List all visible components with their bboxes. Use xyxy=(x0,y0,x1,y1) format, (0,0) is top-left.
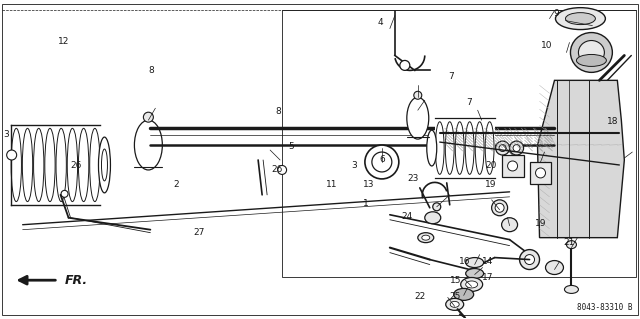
Ellipse shape xyxy=(414,91,422,99)
Text: 18: 18 xyxy=(607,117,618,126)
Ellipse shape xyxy=(564,286,579,293)
Text: 20: 20 xyxy=(486,161,497,170)
Text: 8043-83310 B: 8043-83310 B xyxy=(577,303,633,312)
Ellipse shape xyxy=(372,152,392,172)
Ellipse shape xyxy=(61,190,68,197)
Bar xyxy=(502,155,524,177)
Ellipse shape xyxy=(143,112,154,122)
Text: 19: 19 xyxy=(484,181,496,189)
Ellipse shape xyxy=(502,218,518,232)
Text: 19: 19 xyxy=(534,219,546,227)
Text: 8: 8 xyxy=(276,108,282,116)
Ellipse shape xyxy=(495,141,509,155)
Text: 10: 10 xyxy=(541,41,552,50)
Ellipse shape xyxy=(427,130,436,166)
Text: 9: 9 xyxy=(554,9,559,18)
Ellipse shape xyxy=(407,97,429,139)
Ellipse shape xyxy=(461,278,483,292)
Ellipse shape xyxy=(495,203,504,212)
Ellipse shape xyxy=(492,200,508,216)
Ellipse shape xyxy=(466,281,477,288)
Text: 7: 7 xyxy=(466,98,472,107)
Ellipse shape xyxy=(445,298,464,310)
Text: 2: 2 xyxy=(173,181,179,189)
Ellipse shape xyxy=(536,168,545,178)
Ellipse shape xyxy=(508,161,518,171)
Bar xyxy=(435,118,495,178)
Bar xyxy=(282,10,636,277)
Ellipse shape xyxy=(102,149,108,181)
Text: 25: 25 xyxy=(450,292,461,300)
Ellipse shape xyxy=(556,8,605,30)
Text: 13: 13 xyxy=(364,181,375,189)
Ellipse shape xyxy=(466,257,484,268)
Text: 16: 16 xyxy=(460,257,470,266)
Text: 15: 15 xyxy=(450,276,461,285)
Text: 14: 14 xyxy=(483,257,493,266)
Text: FR.: FR. xyxy=(65,274,88,287)
Ellipse shape xyxy=(99,137,111,193)
Ellipse shape xyxy=(577,55,606,66)
Ellipse shape xyxy=(520,249,540,270)
Ellipse shape xyxy=(579,41,604,64)
Text: 26: 26 xyxy=(70,161,82,170)
Bar xyxy=(529,162,552,184)
Text: 1: 1 xyxy=(363,199,369,208)
Text: 12: 12 xyxy=(58,38,69,47)
Text: 3: 3 xyxy=(3,130,9,138)
Text: 17: 17 xyxy=(482,272,493,281)
Text: 26: 26 xyxy=(271,165,283,174)
Text: 24: 24 xyxy=(401,212,412,221)
Ellipse shape xyxy=(450,301,459,307)
Text: 21: 21 xyxy=(563,238,575,247)
Text: 4: 4 xyxy=(378,19,383,27)
Text: 8: 8 xyxy=(148,66,154,75)
Text: 7: 7 xyxy=(448,72,454,81)
Ellipse shape xyxy=(365,145,399,179)
Text: 22: 22 xyxy=(415,292,426,300)
Text: 11: 11 xyxy=(326,181,337,189)
Bar xyxy=(11,125,100,205)
Ellipse shape xyxy=(454,288,474,300)
Ellipse shape xyxy=(499,145,506,152)
Text: 6: 6 xyxy=(380,155,385,164)
Ellipse shape xyxy=(525,255,534,264)
Text: 27: 27 xyxy=(193,228,204,237)
Ellipse shape xyxy=(425,212,441,224)
Ellipse shape xyxy=(433,203,441,211)
Ellipse shape xyxy=(566,241,577,249)
Ellipse shape xyxy=(418,233,434,243)
Ellipse shape xyxy=(422,235,430,240)
Ellipse shape xyxy=(509,141,524,155)
Ellipse shape xyxy=(278,166,287,174)
Ellipse shape xyxy=(570,33,612,72)
Ellipse shape xyxy=(466,269,484,278)
Ellipse shape xyxy=(6,150,17,160)
Ellipse shape xyxy=(566,13,595,25)
Ellipse shape xyxy=(513,145,520,152)
Text: 3: 3 xyxy=(351,161,356,170)
Ellipse shape xyxy=(545,261,563,274)
Polygon shape xyxy=(538,80,625,238)
Ellipse shape xyxy=(134,120,163,170)
Text: 23: 23 xyxy=(408,174,419,183)
Ellipse shape xyxy=(400,60,410,70)
Text: 5: 5 xyxy=(289,142,294,151)
